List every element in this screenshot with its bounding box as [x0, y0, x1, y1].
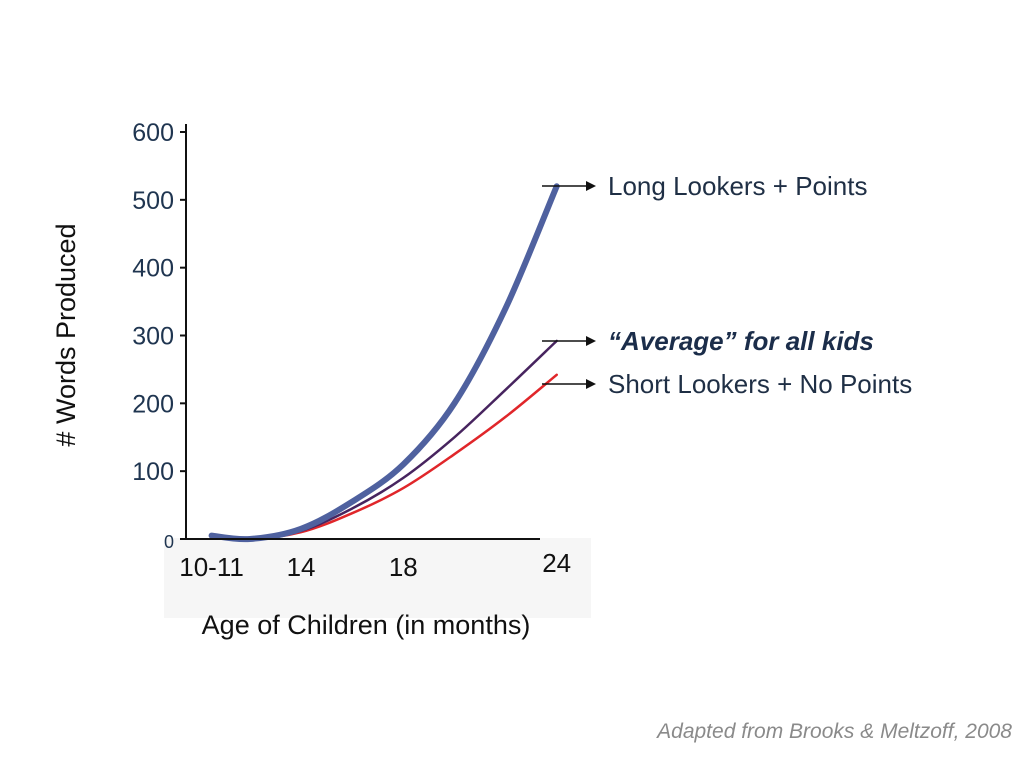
source-caption: Adapted from Brooks & Meltzoff, 2008: [655, 720, 1012, 743]
series-label: “Average” for all kids: [608, 326, 874, 356]
y-tick-label: 600: [132, 119, 174, 147]
y-tick-label: 500: [132, 187, 174, 215]
x-tick-label: 10-11: [179, 552, 244, 582]
series-line: [208, 183, 560, 543]
y-tick-label: 0: [164, 532, 174, 552]
x-tick-label: 18: [389, 552, 418, 582]
y-tick-label: 400: [132, 255, 174, 283]
arrow-head-icon: [586, 336, 596, 346]
y-tick-label: 300: [132, 323, 174, 351]
y-tick-label: 200: [132, 390, 174, 418]
y-tick-label: 100: [132, 458, 174, 486]
x-tick-label: 14: [287, 552, 316, 582]
x-label-panel: [164, 538, 591, 618]
series-layer: [208, 183, 560, 543]
x-tick-label: 24: [542, 548, 571, 578]
series-line: [210, 339, 558, 541]
arrow-head-icon: [586, 181, 596, 191]
y-axis-title: # Words Produced: [51, 223, 81, 446]
arrow-head-icon: [586, 379, 596, 389]
series-label: Long Lookers + Points: [608, 171, 867, 201]
series-label: Short Lookers + No Points: [608, 369, 912, 399]
x-axis-title: Age of Children (in months): [202, 610, 531, 640]
x-ticks: 10-11 14 18 24: [179, 548, 571, 582]
series-line: [210, 373, 558, 541]
series-labels: Long Lookers + Points “Average” for all k…: [542, 171, 912, 399]
y-ticks: 0 100 200 300 400 500 600: [132, 119, 187, 552]
